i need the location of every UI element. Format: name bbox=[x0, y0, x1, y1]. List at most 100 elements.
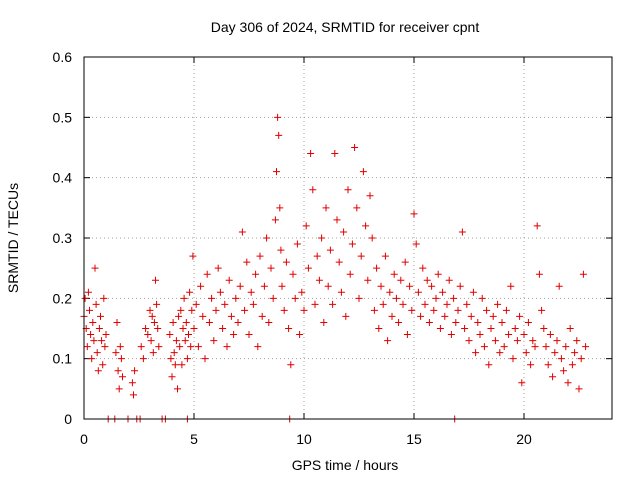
data-point bbox=[275, 131, 283, 139]
data-point bbox=[564, 379, 572, 387]
data-point bbox=[192, 300, 200, 308]
data-point bbox=[153, 300, 161, 308]
data-point bbox=[142, 325, 150, 332]
data-point bbox=[476, 331, 484, 339]
data-point bbox=[183, 355, 191, 363]
data-point bbox=[92, 300, 100, 308]
data-point bbox=[197, 282, 205, 290]
data-point bbox=[179, 325, 187, 332]
data-point bbox=[375, 325, 383, 332]
data-point bbox=[454, 306, 462, 314]
data-point bbox=[201, 355, 209, 363]
data-point bbox=[502, 306, 510, 314]
data-point bbox=[344, 186, 352, 194]
data-point bbox=[223, 343, 231, 351]
data-point bbox=[505, 331, 513, 339]
data-point bbox=[93, 349, 101, 357]
data-point bbox=[238, 228, 246, 236]
data-point bbox=[307, 150, 315, 158]
data-point bbox=[579, 270, 587, 278]
data-point bbox=[491, 337, 499, 345]
data-point bbox=[320, 318, 328, 326]
data-point bbox=[439, 288, 447, 296]
data-point bbox=[81, 294, 89, 302]
data-point bbox=[269, 294, 277, 302]
data-point bbox=[187, 343, 195, 351]
data-point bbox=[256, 252, 264, 260]
data-point bbox=[83, 343, 91, 351]
data-point bbox=[386, 288, 394, 296]
data-point bbox=[419, 264, 427, 272]
data-point bbox=[445, 276, 453, 284]
data-point bbox=[461, 325, 469, 332]
data-point bbox=[216, 288, 224, 296]
data-point bbox=[241, 306, 249, 314]
data-point bbox=[377, 282, 385, 290]
data-point bbox=[329, 300, 337, 308]
data-point bbox=[152, 276, 159, 284]
data-point bbox=[529, 337, 537, 345]
data-point bbox=[542, 343, 550, 351]
data-point bbox=[516, 312, 524, 320]
data-point bbox=[139, 355, 147, 363]
data-point bbox=[180, 294, 188, 302]
data-point bbox=[168, 373, 176, 381]
data-point bbox=[560, 367, 568, 375]
data-point bbox=[381, 252, 389, 260]
data-point bbox=[414, 288, 422, 296]
data-point bbox=[190, 325, 198, 332]
data-point bbox=[551, 349, 559, 357]
data-point bbox=[309, 186, 317, 194]
data-point bbox=[87, 331, 95, 339]
data-point bbox=[346, 270, 354, 278]
data-point bbox=[315, 276, 323, 284]
data-point bbox=[408, 306, 416, 314]
x-axis-label: GPS time / hours bbox=[292, 457, 399, 473]
data-point bbox=[535, 270, 543, 278]
data-point bbox=[232, 294, 240, 302]
data-point bbox=[219, 325, 227, 332]
data-point bbox=[465, 337, 473, 345]
data-point bbox=[304, 264, 312, 272]
data-point bbox=[116, 343, 124, 351]
data-point bbox=[423, 276, 431, 284]
data-point bbox=[296, 331, 304, 339]
data-point bbox=[194, 343, 202, 351]
data-point bbox=[555, 282, 563, 290]
plot-frame bbox=[83, 56, 613, 420]
data-point bbox=[178, 361, 186, 369]
data-point bbox=[293, 240, 301, 248]
data-point bbox=[146, 306, 154, 314]
data-point bbox=[487, 325, 495, 332]
data-point bbox=[494, 300, 502, 308]
data-point bbox=[271, 216, 279, 224]
data-point bbox=[267, 264, 275, 272]
data-point bbox=[277, 246, 285, 254]
data-point bbox=[351, 144, 359, 151]
data-point bbox=[379, 300, 387, 308]
data-point bbox=[112, 349, 120, 357]
data-point bbox=[384, 337, 392, 345]
x-tick-label: 5 bbox=[190, 431, 198, 447]
data-point bbox=[311, 300, 319, 308]
data-point bbox=[322, 204, 330, 212]
y-tick-label: 0.4 bbox=[53, 170, 73, 186]
data-point bbox=[509, 355, 517, 363]
data-point bbox=[117, 355, 125, 363]
data-point bbox=[137, 343, 145, 351]
x-tick-labels: 0 5 10 15 20 bbox=[80, 431, 532, 447]
data-point bbox=[289, 270, 297, 278]
data-point bbox=[390, 270, 398, 278]
data-point bbox=[430, 306, 438, 314]
data-point bbox=[249, 300, 257, 308]
data-point bbox=[208, 294, 216, 302]
data-point bbox=[373, 264, 381, 272]
data-point bbox=[522, 349, 530, 357]
data-point bbox=[166, 331, 174, 339]
data-point bbox=[205, 318, 213, 326]
data-point bbox=[469, 288, 477, 296]
data-point bbox=[278, 282, 286, 290]
data-point bbox=[388, 312, 396, 320]
data-point bbox=[131, 367, 139, 375]
data-point bbox=[518, 379, 526, 387]
